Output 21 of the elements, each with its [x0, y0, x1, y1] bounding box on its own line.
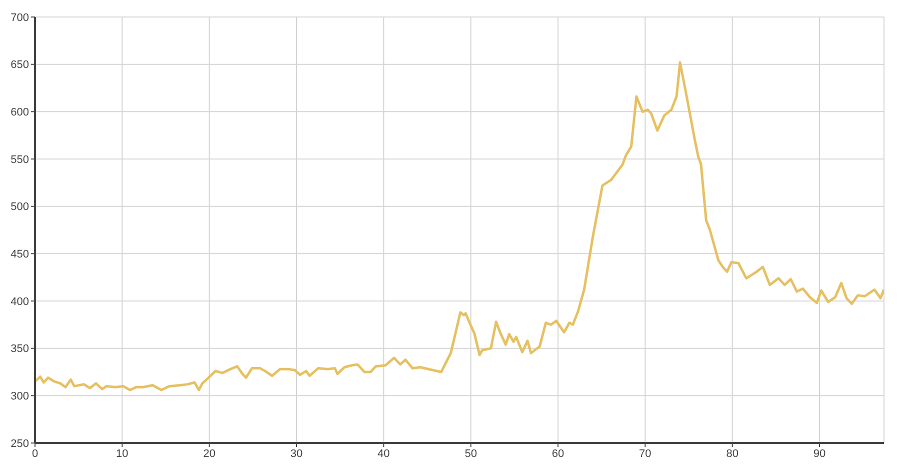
x-tick-label: 90 [813, 448, 826, 460]
x-tick-label: 50 [464, 448, 477, 460]
y-tick-label: 350 [10, 343, 29, 356]
x-tick-label: 30 [290, 448, 303, 460]
x-tick-label: 60 [552, 448, 564, 460]
y-tick-label: 550 [10, 154, 29, 166]
y-tick-label: 450 [10, 248, 29, 261]
y-tick-label: 250 [10, 438, 29, 450]
x-tick-label: 80 [726, 448, 738, 460]
y-tick-label: 300 [10, 390, 29, 403]
x-tick-label: 70 [639, 448, 652, 460]
y-tick-label: 500 [10, 201, 29, 214]
x-tick-label: 20 [203, 448, 216, 460]
y-tick-label: 600 [10, 106, 29, 119]
y-tick-label: 400 [10, 296, 29, 308]
x-tick-label: 10 [116, 448, 128, 460]
y-tick-label: 650 [10, 59, 29, 72]
line-series [35, 61, 884, 392]
y-tick-label: 700 [10, 12, 29, 24]
x-tick-label: 40 [378, 448, 390, 460]
x-tick-label: 0 [32, 448, 38, 460]
